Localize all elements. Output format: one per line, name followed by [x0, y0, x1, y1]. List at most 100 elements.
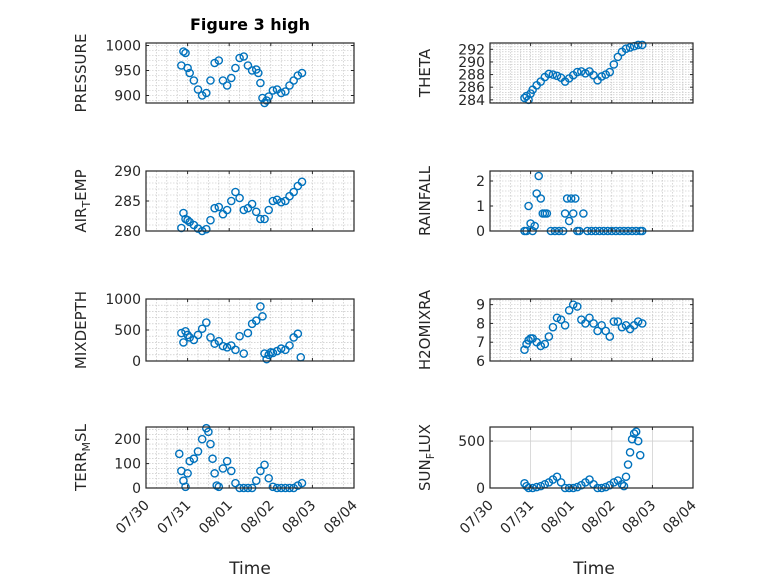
- data-point: [281, 196, 290, 206]
- data-point: [272, 195, 282, 205]
- data-point: [631, 427, 641, 436]
- y-tick-label: 9: [476, 298, 485, 314]
- data-point: [524, 201, 533, 211]
- data-point: [297, 68, 307, 78]
- x-tick-label: 08/01: [538, 498, 578, 538]
- data-point: [581, 69, 590, 78]
- data-point: [185, 68, 194, 78]
- data-point: [260, 460, 269, 470]
- data-point: [262, 354, 271, 364]
- data-points: [174, 423, 307, 493]
- y-tick-label: 290: [458, 55, 485, 71]
- figure-title: Figure 3 high: [190, 15, 310, 34]
- y-tick-label: 280: [114, 224, 141, 240]
- data-point: [601, 482, 611, 492]
- y-tick-label: 286: [458, 80, 485, 96]
- data-point: [281, 87, 290, 96]
- data-point: [605, 332, 615, 341]
- data-point: [264, 92, 274, 101]
- y-axis-label: H2OMIXRA: [416, 289, 434, 370]
- data-point: [621, 472, 631, 482]
- data-point: [289, 187, 298, 197]
- data-point: [623, 460, 633, 469]
- data-point: [520, 93, 529, 103]
- y-tick-label: 200: [114, 432, 141, 448]
- data-point: [556, 315, 566, 324]
- data-point: [268, 348, 278, 358]
- data-point: [293, 481, 303, 490]
- axes-frame: [489, 42, 694, 104]
- axes-frame: [489, 426, 694, 489]
- data-point: [222, 81, 232, 90]
- data-point: [556, 478, 566, 487]
- y-axis-label: SUNFLUX: [416, 424, 437, 491]
- data-point: [193, 224, 203, 233]
- y-tick-label: 285: [114, 194, 141, 210]
- data-point: [264, 350, 274, 360]
- data-point: [568, 300, 578, 309]
- y-tick-label: 290: [114, 164, 141, 180]
- data-point: [204, 427, 213, 437]
- y-tick-label: 500: [458, 434, 485, 450]
- data-point: [285, 341, 294, 350]
- data-point: [285, 191, 294, 201]
- data-point: [256, 466, 265, 476]
- data-point: [609, 317, 619, 326]
- data-point: [222, 205, 232, 215]
- data-point: [251, 207, 261, 217]
- data-point: [589, 319, 598, 328]
- data-point: [297, 478, 307, 488]
- data-point: [570, 194, 580, 203]
- data-point: [222, 343, 232, 352]
- data-point: [202, 224, 211, 234]
- data-points: [177, 302, 306, 364]
- data-point: [247, 199, 257, 209]
- y-axis-label: PRESSURE: [72, 34, 90, 113]
- data-point: [183, 63, 192, 73]
- data-point: [185, 333, 194, 342]
- data-point: [179, 338, 188, 347]
- data-point: [564, 305, 574, 315]
- data-point: [566, 194, 576, 203]
- data-point: [208, 454, 217, 464]
- data-point: [214, 336, 224, 346]
- data-point: [621, 44, 631, 53]
- data-point: [210, 58, 219, 68]
- data-point: [226, 196, 236, 206]
- data-point: [218, 341, 228, 351]
- y-tick-label: 900: [114, 89, 141, 105]
- data-point: [542, 209, 552, 218]
- data-point: [183, 330, 192, 340]
- y-tick-label: 1: [476, 199, 485, 215]
- data-point: [206, 76, 215, 85]
- subplot-pressure: 900 950 1000 PRESSURE: [72, 34, 355, 113]
- y-axis-label: RAINFALL: [416, 165, 434, 236]
- data-point: [202, 88, 211, 98]
- data-point: [613, 317, 623, 326]
- data-point: [297, 177, 307, 187]
- y-axis-label: AIRTEMP: [72, 169, 93, 232]
- data-point: [218, 464, 228, 473]
- data-point: [530, 221, 539, 231]
- data-point: [210, 203, 219, 213]
- data-point: [189, 76, 199, 85]
- data-point: [197, 324, 207, 334]
- data-point: [179, 47, 188, 56]
- data-point: [202, 318, 211, 327]
- data-point: [597, 321, 606, 330]
- data-point: [197, 434, 207, 444]
- data-point: [256, 214, 265, 224]
- data-point: [633, 40, 643, 50]
- x-tick-label: 08/02: [238, 498, 278, 538]
- data-point: [214, 482, 224, 492]
- data-point: [206, 333, 215, 342]
- data-point: [524, 336, 533, 345]
- data-point: [226, 466, 236, 476]
- y-tick-label: 292: [458, 42, 485, 58]
- x-axis-label-left: Time: [228, 559, 271, 579]
- data-point: [251, 476, 261, 485]
- data-point: [564, 216, 574, 226]
- data-point: [276, 88, 286, 98]
- data-point: [577, 67, 586, 76]
- y-tick-label: 0: [132, 481, 141, 497]
